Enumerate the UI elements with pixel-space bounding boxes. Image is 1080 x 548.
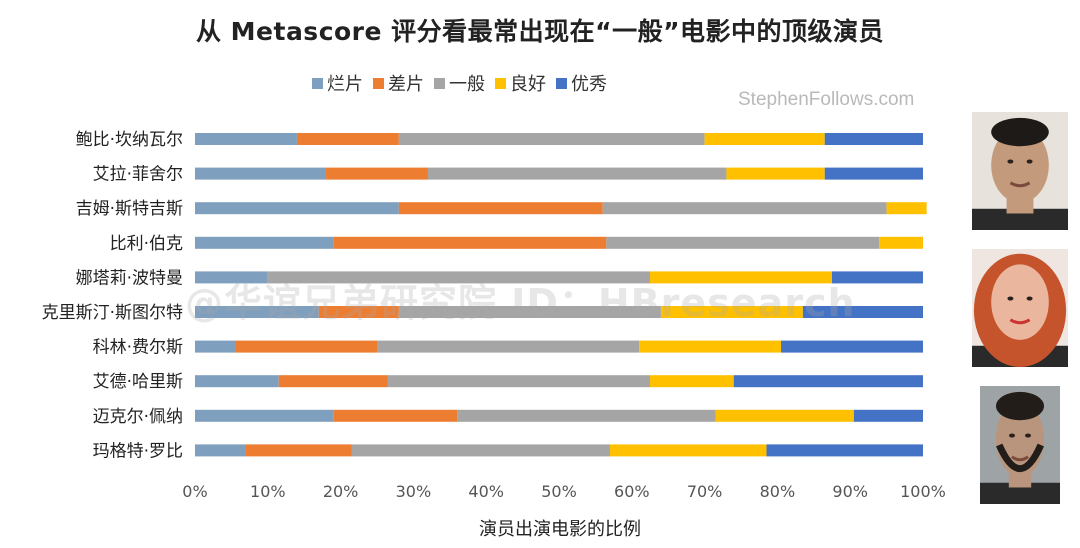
category-label: 艾德·哈里斯 [93,372,183,392]
bar-segment [660,306,803,318]
x-tick-label: 40% [468,482,504,501]
bar-segment [235,340,377,353]
bar-segment [650,271,832,284]
actor-photo-3 [980,386,1060,504]
actor-photo-2 [972,249,1068,367]
x-tick-label: 70% [687,482,723,501]
bar-segment [195,202,399,215]
bar-segment [195,375,279,388]
bar-segment [333,236,607,249]
x-tick-label: 30% [396,482,432,501]
category-label: 吉姆·斯特吉斯 [76,199,183,219]
bar-segment [639,340,782,353]
x-tick-label: 10% [250,482,286,501]
bar-segment [704,133,825,145]
bar-segment [195,133,297,145]
bar-segment [733,375,923,388]
bar-segment [606,236,880,249]
bar-segment [195,444,246,457]
legend-entry-poor: 差片 [373,70,424,96]
legend-entry-good: 良好 [495,70,546,96]
bar-segment [853,409,923,422]
x-tick-label: 50% [541,482,577,501]
legend-label-average: 一般 [449,74,485,95]
bar-segment [245,444,352,457]
bar-segment [398,133,705,145]
x-tick-label: 90% [832,482,868,501]
bar-segment [296,133,399,145]
bar-segment [195,409,334,422]
bar-segment [802,306,923,318]
x-tick-label: 20% [323,482,359,501]
bar-segment [879,236,923,249]
bar-segment [886,202,927,215]
category-label: 玛格特·罗比 [93,441,183,461]
source-credit: StephenFollows.com [738,89,915,110]
x-tick-label: 80% [760,482,796,501]
category-label: 科林·费尔斯 [93,338,183,358]
bar-segment [824,167,923,180]
bar-segment [457,409,716,422]
bar-segment [766,444,923,457]
bar-segment [398,306,661,318]
legend-swatch-excellent [556,77,567,89]
bar-segment [726,167,825,180]
bar-segment [781,340,923,353]
bar-segment [832,271,923,284]
bar-segment [326,167,428,180]
legend-swatch-average [434,77,445,89]
bar-segment [318,306,399,318]
bar-segment [351,444,610,457]
x-tick-label: 60% [614,482,650,501]
bar-segment [715,409,854,422]
bar-segment [824,133,923,145]
legend-label-good: 良好 [510,74,546,95]
category-label: 娜塔莉·波特曼 [76,268,183,288]
bar-segment [602,202,887,215]
legend-entry-average: 一般 [434,70,485,96]
bar-segment [195,236,334,249]
bar-segment [278,375,388,388]
category-label: 迈克尔·佩纳 [93,407,183,427]
legend: 烂片 差片 一般 良好 优秀 [312,70,607,96]
bar-segment [195,340,236,353]
x-tick-label: 100% [900,482,946,501]
legend-swatch-poor [373,77,384,89]
bar-segment [609,444,767,457]
x-axis-label: 演员出演电影的比例 [479,519,641,540]
category-label: 鲍比·坎纳瓦尔 [76,130,183,150]
bar-segment [195,167,327,180]
legend-entry-excellent: 优秀 [556,70,607,96]
bar-segment [195,306,319,318]
category-label: 克里斯汀·斯图尔特 [42,303,183,323]
actor-photo-1 [972,112,1068,230]
legend-entry-bad: 烂片 [312,70,363,96]
legend-label-poor: 差片 [388,74,424,95]
bar-segment [427,167,727,180]
bar-segment [650,375,734,388]
bar-segment [267,271,650,284]
bar-segment [377,340,640,353]
category-label: 比利·伯克 [110,234,183,254]
chart-title: 从 Metascore 评分看最常出现在“一般”电影中的顶级演员 [195,17,885,46]
legend-label-bad: 烂片 [327,74,363,95]
bar-segment [333,409,458,422]
x-tick-label: 0% [182,482,207,501]
legend-swatch-bad [312,77,323,89]
bar-segment [195,271,268,284]
bar-segment [387,375,650,388]
legend-label-excellent: 优秀 [571,74,607,95]
category-label: 艾拉·菲舍尔 [93,165,183,185]
bar-segment [398,202,603,215]
legend-swatch-good [495,77,506,89]
